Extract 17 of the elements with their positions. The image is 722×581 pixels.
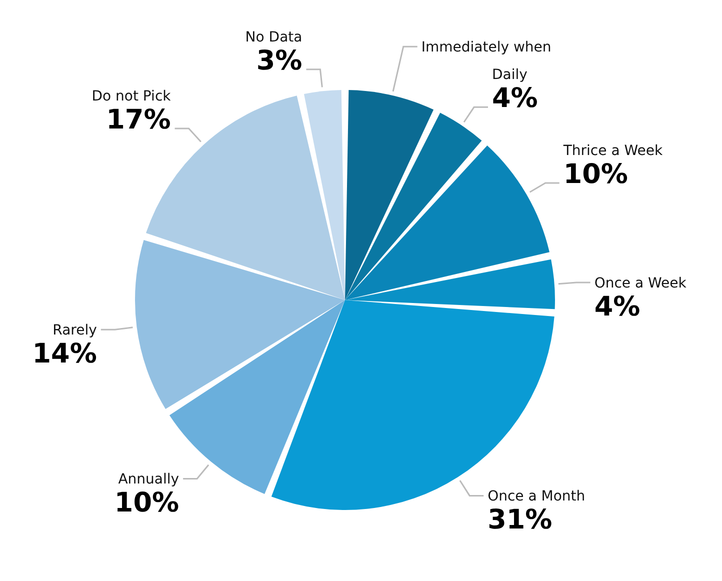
data-label: 14% [32, 338, 97, 370]
slice-label: No Data [245, 29, 302, 46]
data-label: 4% [594, 291, 640, 322]
slice-label: Immediately when [421, 40, 552, 56]
data-label: 17% [106, 104, 171, 136]
slice-label: Once a Week [594, 275, 688, 292]
data-label: 10% [563, 159, 628, 190]
slice-label: Annually [118, 472, 180, 488]
data-label: 31% [488, 504, 552, 536]
data-label: 10% [114, 488, 180, 519]
data-label: 4% [492, 83, 538, 114]
slice-label: Thrice a Week [562, 143, 664, 160]
slice-label: Once a Month [488, 488, 586, 505]
data-label: 3% [256, 45, 302, 76]
slice-label: Rarely [52, 322, 97, 339]
slice-label: Do not Pick [92, 88, 172, 104]
slice-label: Daily [492, 67, 528, 84]
